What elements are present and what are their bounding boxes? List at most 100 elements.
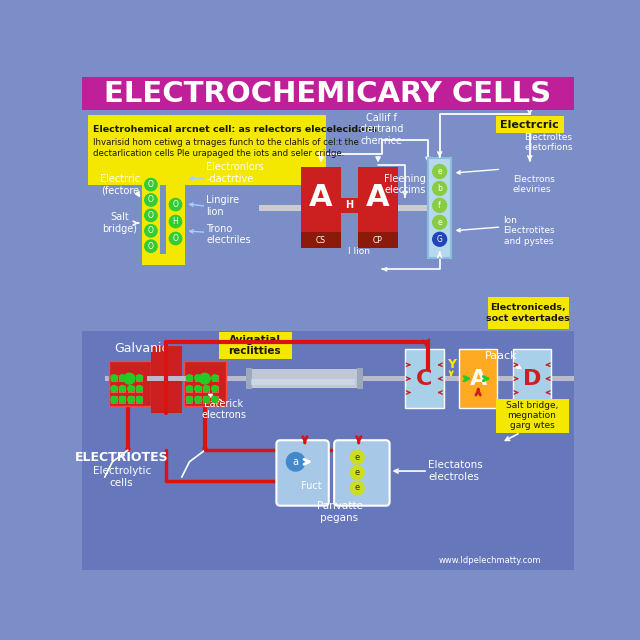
Bar: [246, 368, 252, 389]
Bar: [428, 157, 451, 258]
Bar: [147, 376, 187, 381]
Text: O: O: [148, 195, 154, 205]
Text: O: O: [148, 211, 154, 220]
Text: Ion
Electrotites
and pystes: Ion Electrotites and pystes: [504, 216, 555, 246]
Bar: [184, 361, 227, 406]
Circle shape: [170, 216, 182, 228]
Bar: [195, 396, 201, 403]
Circle shape: [350, 466, 364, 479]
Circle shape: [433, 164, 447, 179]
Circle shape: [145, 194, 157, 206]
Text: Y: Y: [447, 358, 456, 371]
Circle shape: [111, 396, 117, 403]
Bar: [109, 361, 151, 406]
Circle shape: [350, 451, 364, 464]
Text: I lion: I lion: [348, 247, 370, 256]
Bar: [212, 385, 218, 392]
Bar: [513, 349, 551, 408]
Text: G: G: [436, 235, 443, 244]
Circle shape: [212, 385, 218, 392]
FancyBboxPatch shape: [276, 440, 329, 506]
Bar: [111, 396, 117, 403]
FancyBboxPatch shape: [334, 440, 390, 506]
Bar: [364, 376, 425, 381]
Circle shape: [204, 385, 209, 392]
Circle shape: [111, 385, 117, 392]
Text: Salt
bridge): Salt bridge): [102, 212, 138, 234]
Text: e: e: [355, 483, 360, 493]
Circle shape: [136, 385, 143, 392]
Bar: [247, 369, 359, 388]
Bar: [398, 205, 428, 211]
Circle shape: [128, 375, 134, 381]
Bar: [227, 376, 250, 381]
Circle shape: [119, 385, 125, 392]
Text: Electrcric: Electrcric: [500, 120, 559, 129]
Circle shape: [124, 373, 135, 384]
Bar: [119, 375, 125, 381]
Bar: [204, 385, 209, 392]
Circle shape: [186, 375, 193, 381]
Text: CP: CP: [373, 236, 383, 244]
Bar: [358, 167, 398, 248]
Text: O: O: [173, 200, 179, 209]
Circle shape: [186, 396, 193, 403]
Circle shape: [145, 179, 157, 191]
Bar: [209, 376, 247, 381]
Bar: [82, 331, 575, 570]
Text: Electrric
(fectore: Electrric (fectore: [100, 174, 140, 195]
Text: Electrons
eleviries: Electrons eleviries: [513, 175, 555, 195]
Circle shape: [128, 385, 134, 392]
Bar: [119, 385, 125, 392]
Bar: [111, 375, 117, 381]
Text: O: O: [148, 180, 154, 189]
Circle shape: [145, 225, 157, 237]
Text: A: A: [470, 369, 487, 388]
Bar: [364, 376, 405, 381]
Bar: [219, 332, 292, 360]
Bar: [204, 375, 209, 381]
Circle shape: [136, 375, 143, 381]
Bar: [444, 376, 459, 381]
Circle shape: [186, 385, 193, 392]
Text: Avigatial
reclitties: Avigatial reclitties: [228, 335, 281, 356]
Bar: [195, 375, 201, 381]
Text: O: O: [148, 242, 154, 251]
Circle shape: [204, 396, 209, 403]
Text: a: a: [292, 457, 299, 467]
Circle shape: [212, 375, 218, 381]
Text: C: C: [416, 369, 433, 388]
Bar: [128, 375, 134, 381]
Text: Electroltes
eletorfions: Electroltes eletorfions: [524, 132, 573, 152]
Text: Laterick
electrons: Laterick electrons: [202, 399, 246, 420]
Text: Electatons
electroles: Electatons electroles: [428, 460, 483, 482]
Circle shape: [433, 198, 447, 212]
Circle shape: [195, 396, 201, 403]
Bar: [141, 254, 185, 266]
Circle shape: [200, 373, 210, 384]
Bar: [301, 167, 341, 248]
Circle shape: [170, 198, 182, 211]
Text: Lingire
lion: Lingire lion: [206, 195, 239, 217]
Circle shape: [119, 396, 125, 403]
Text: e: e: [355, 452, 360, 461]
Circle shape: [170, 232, 182, 244]
Bar: [151, 346, 182, 413]
Text: Electrolytic
cells: Electrolytic cells: [93, 467, 151, 488]
Bar: [496, 399, 569, 433]
Text: e: e: [355, 468, 360, 477]
Bar: [128, 385, 134, 392]
Bar: [166, 161, 185, 258]
Text: Paack: Paack: [485, 351, 518, 360]
Bar: [212, 375, 218, 381]
Bar: [111, 385, 117, 392]
Bar: [82, 77, 575, 110]
Bar: [551, 376, 575, 381]
Text: e: e: [437, 167, 442, 176]
Bar: [251, 379, 355, 385]
Circle shape: [350, 481, 364, 495]
Text: ELECTRIOTES: ELECTRIOTES: [75, 451, 168, 465]
Bar: [398, 205, 424, 211]
Text: Galvanic: Galvanic: [114, 342, 168, 355]
Circle shape: [145, 240, 157, 252]
